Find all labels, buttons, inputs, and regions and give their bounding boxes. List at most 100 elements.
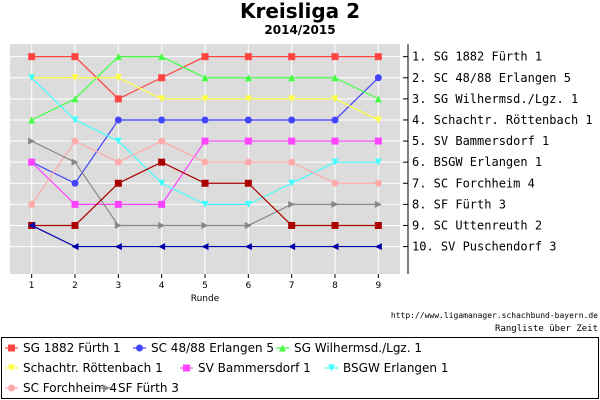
series-4-point-3 — [114, 74, 122, 82]
series-6-point-8 — [331, 158, 339, 166]
series-7-point-5 — [201, 158, 209, 166]
series-1-point-3 — [114, 95, 122, 103]
footer-text: Rangliste über Zeit — [495, 324, 598, 334]
series-2-point-8 — [331, 116, 339, 124]
legend-label-4: Schachtr. Röttenbach 1 — [23, 361, 163, 375]
legend-marker-4 — [8, 364, 15, 372]
series-8-point-9 — [374, 200, 382, 208]
series-group — [28, 53, 382, 251]
x-ticks: 1 2 3 4 5 6 7 8 9 — [29, 274, 381, 291]
series-8 — [28, 137, 382, 229]
x-tick-label-5: 5 — [202, 281, 208, 291]
rank-label-4: 4. Schachtr. Röttenbach 1 — [412, 113, 593, 127]
series-4-point-5 — [201, 95, 209, 103]
series-9-point-4 — [158, 158, 166, 166]
legend-label-6: BSGW Erlangen 1 — [343, 361, 448, 375]
series-8-point-6 — [244, 221, 252, 229]
series-3-point-6 — [244, 74, 252, 82]
series-3-point-8 — [331, 74, 339, 82]
series-2-point-9 — [374, 74, 382, 82]
x-tick-label-7: 7 — [289, 281, 295, 291]
rank-label-1: 1. SG 1882 Fürth 1 — [412, 50, 542, 64]
series-10-point-7 — [288, 243, 296, 251]
rank-label-3: 3. SG Wilhermsd./Lgz. 1 — [412, 92, 578, 106]
series-6-point-1 — [28, 74, 36, 82]
series-7-point-7 — [288, 158, 296, 166]
legend-label-1: SG 1882 Fürth 1 — [23, 341, 121, 355]
x-tick-label-4: 4 — [159, 281, 165, 291]
rank-labels: 1. SG 1882 Fürth 1 2. SC 48/88 Erlangen 5… — [403, 44, 593, 274]
credit-text: http://www.ligamanager.schachbund-bayern… — [391, 311, 598, 320]
series-4-point-8 — [331, 95, 339, 103]
series-1-point-4 — [158, 74, 166, 82]
series-6-point-4 — [158, 179, 166, 187]
series-9-point-8 — [331, 221, 339, 229]
rank-label-2: 2. SC 48/88 Erlangen 5 — [412, 71, 571, 85]
series-8-point-4 — [158, 221, 166, 229]
rank-label-6: 6. BSGW Erlangen 1 — [412, 155, 542, 169]
series-8-point-2 — [71, 158, 79, 166]
series-5 — [28, 137, 382, 208]
series-6-point-2 — [71, 116, 79, 124]
series-1-point-2 — [71, 53, 79, 61]
x-tick-label-8: 8 — [332, 281, 338, 291]
series-4-point-9 — [374, 116, 382, 124]
series-10 — [28, 221, 382, 251]
legend-marker-3 — [279, 344, 286, 352]
legend-label-7: SC Forchheim 4 — [23, 381, 117, 395]
legend-label-3: SG Wilhermsd./Lgz. 1 — [294, 341, 422, 355]
series-4-point-7 — [288, 95, 296, 103]
series-9-point-5 — [201, 179, 209, 187]
series-3-point-2 — [71, 95, 79, 103]
series-6-point-5 — [201, 200, 209, 208]
series-1-point-9 — [374, 53, 382, 61]
series-10-point-1 — [28, 221, 36, 229]
legend-marker-8 — [103, 384, 110, 392]
series-2-point-5 — [201, 116, 209, 124]
series-4-point-6 — [244, 95, 252, 103]
series-9-point-3 — [114, 179, 122, 187]
series-1-point-5 — [201, 53, 209, 61]
legend: SG 1882 Fürth 1 SC 48/88 Erlangen 5 SG Wil… — [5, 341, 448, 395]
rank-label-8: 8. SF Fürth 3 — [412, 197, 506, 211]
legend-marker-2 — [136, 344, 143, 352]
series-1-point-8 — [331, 53, 339, 61]
series-5-point-1 — [28, 158, 36, 166]
chart-subtitle: 2014/2015 — [264, 23, 335, 37]
series-7 — [28, 137, 382, 208]
series-3 — [28, 53, 382, 124]
series-2-point-4 — [158, 116, 166, 124]
series-10-point-4 — [158, 243, 166, 251]
series-7-point-2 — [71, 137, 79, 145]
series-8-point-1 — [28, 137, 36, 145]
series-2-point-6 — [244, 116, 252, 124]
series-6-point-7 — [288, 179, 296, 187]
series-5-point-8 — [331, 137, 339, 145]
series-6-point-3 — [114, 137, 122, 145]
series-3-point-5 — [201, 74, 209, 82]
series-8-point-7 — [288, 200, 296, 208]
series-4-point-4 — [158, 95, 166, 103]
legend-marker-6 — [328, 364, 335, 372]
series-1 — [28, 53, 382, 103]
x-tick-label-9: 9 — [375, 281, 381, 291]
series-9-point-9 — [374, 221, 382, 229]
series-8-point-5 — [201, 221, 209, 229]
chart-title: Kreisliga 2 — [240, 0, 360, 23]
series-6-point-9 — [374, 158, 382, 166]
series-7-point-4 — [158, 137, 166, 145]
legend-marker-5 — [183, 364, 190, 372]
legend-marker-1 — [8, 344, 15, 352]
rank-label-5: 5. SV Bammersdorf 1 — [412, 134, 549, 148]
series-1-point-1 — [28, 53, 36, 61]
x-tick-label-6: 6 — [245, 281, 251, 291]
series-3-point-7 — [288, 74, 296, 82]
series-10-point-8 — [331, 243, 339, 251]
series-3-point-9 — [374, 95, 382, 103]
x-axis-label: Runde — [191, 294, 220, 304]
rank-label-10: 10. SV Puschendorf 3 — [412, 240, 557, 254]
series-5-point-6 — [244, 137, 252, 145]
series-5-point-7 — [288, 137, 296, 145]
series-9-point-2 — [71, 221, 79, 229]
